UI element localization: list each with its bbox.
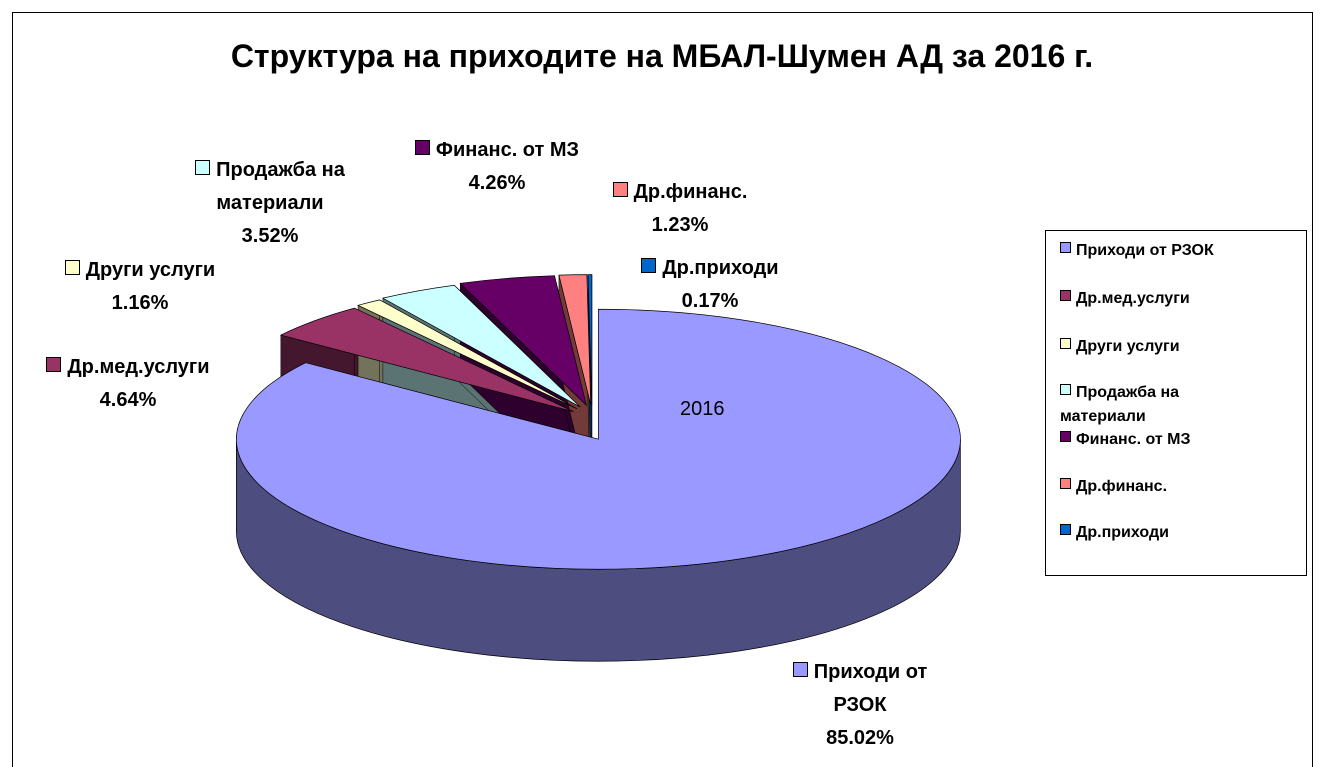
legend-swatch (1060, 384, 1071, 395)
legend-item: Финанс. от МЗ (1060, 428, 1300, 452)
slice (459, 275, 587, 407)
label-swatch (641, 258, 657, 273)
label-value: 0.17% (681, 290, 739, 312)
legend-label: Приходи от РЗОК (1076, 242, 1214, 259)
label-swatch (195, 160, 211, 175)
legend-item: Приходи от РЗОК (1060, 239, 1300, 263)
label-value: 1.23% (651, 214, 709, 236)
legend-label: Др.финанс. (1076, 478, 1168, 495)
data-label: Други услуги 1.16% (30, 254, 250, 320)
legend-label: Др.приходи (1076, 524, 1169, 541)
chart-title: Структура на приходите на МБАЛ-Шумен АД … (230, 38, 1094, 74)
legend: Приходи от РЗОК Др.мед.услуги Други услуги… (1045, 230, 1307, 576)
legend-label: Др.мед.услуги (1076, 290, 1190, 307)
label-swatch (46, 357, 62, 372)
legend-swatch (1060, 524, 1071, 535)
label-swatch (64, 260, 80, 275)
chart-border (12, 12, 1313, 767)
legend-swatch (1060, 478, 1071, 489)
label-swatch (612, 182, 628, 197)
legend-label: Други услуги (1076, 338, 1180, 355)
legend-label: Продажба на материали (1060, 384, 1180, 425)
data-label: Финанс. от МЗ 4.26% (377, 134, 617, 200)
label-swatch (792, 662, 808, 677)
data-label: Др.мед.услуги 4.64% (8, 351, 248, 417)
data-label: Др.приходи 0.17% (600, 252, 820, 318)
label-category: Финанс. от МЗ (435, 139, 580, 161)
slice (381, 284, 581, 408)
label-category: Др.финанс. (633, 181, 748, 203)
label-value: 3.52% (241, 225, 299, 247)
label-category: Др.мед.услуги (67, 356, 210, 378)
data-label: Др.финанс. 1.23% (580, 176, 780, 242)
legend-item: Продажба на материали (1060, 381, 1260, 429)
legend-swatch (1060, 338, 1071, 349)
legend-item: Др.финанс. (1060, 475, 1300, 499)
label-value: 85.02% (826, 727, 894, 749)
label-category: Други услуги (85, 259, 216, 281)
annotation: 2016 (680, 398, 725, 420)
slice (558, 274, 592, 405)
legend-item: Др.мед.услуги (1060, 287, 1300, 311)
label-category: Др.приходи (662, 257, 779, 279)
legend-swatch (1060, 431, 1071, 442)
label-value: 4.26% (468, 172, 526, 194)
legend-swatch (1060, 242, 1071, 253)
data-label: Приходи от РЗОК 85.02% (770, 656, 950, 755)
label-category: Приходи от РЗОК (813, 661, 928, 716)
data-label: Продажба на материали 3.52% (165, 154, 375, 253)
slice (357, 299, 578, 410)
slice (279, 307, 574, 412)
legend-item: Др.приходи (1060, 521, 1300, 545)
slice (236, 308, 961, 570)
legend-swatch (1060, 290, 1071, 301)
label-category: Продажба на материали (216, 159, 345, 214)
label-value: 1.16% (111, 292, 169, 314)
legend-item: Други услуги (1060, 335, 1300, 359)
label-value: 4.64% (99, 389, 157, 411)
label-swatch (414, 140, 430, 155)
slice (587, 274, 593, 405)
pie (235, 274, 961, 662)
legend-label: Финанс. от МЗ (1076, 431, 1191, 448)
